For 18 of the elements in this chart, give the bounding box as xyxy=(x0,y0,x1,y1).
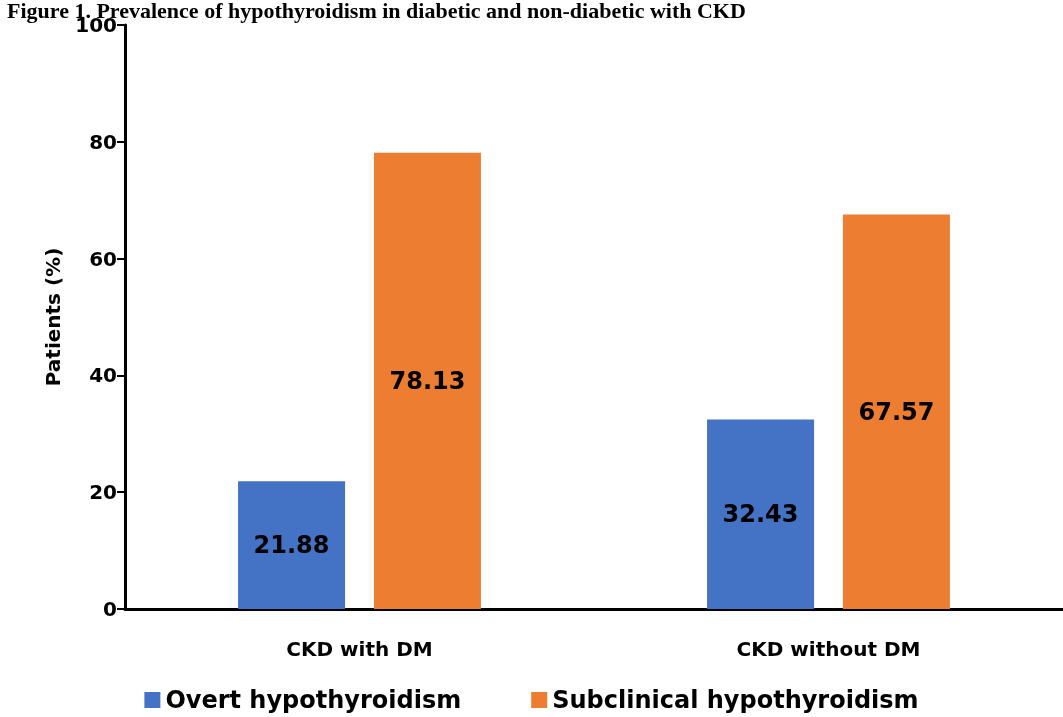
data-label: 21.88 xyxy=(253,531,330,560)
x-tick-label: CKD without DM xyxy=(736,637,921,661)
y-tick-label: 60 xyxy=(89,246,117,271)
data-label: 67.57 xyxy=(858,397,935,426)
bar xyxy=(707,419,815,609)
bar xyxy=(373,152,481,609)
legend-label: Subclinical hypothyroidism xyxy=(552,686,919,714)
y-axis-title: Patients (%) xyxy=(41,247,65,387)
data-label: 32.43 xyxy=(722,500,799,529)
x-tick-label: CKD with DM xyxy=(286,637,433,661)
y-tick-label: 0 xyxy=(103,597,117,621)
y-tick-label: 20 xyxy=(89,480,117,505)
bar xyxy=(842,214,950,609)
legend-label: Overt hypothyroidism xyxy=(165,686,462,714)
y-tick-label: 40 xyxy=(89,363,117,388)
data-label: 78.13 xyxy=(389,366,466,395)
y-tick-label: 80 xyxy=(89,129,117,154)
bar xyxy=(238,481,346,609)
